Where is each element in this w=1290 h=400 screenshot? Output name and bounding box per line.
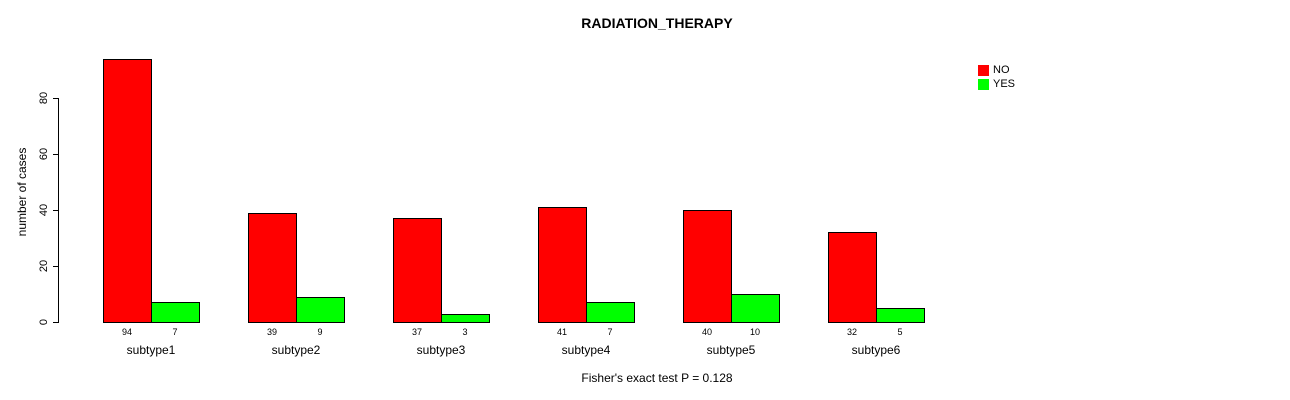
category-label-subtype2: subtype2 <box>271 343 321 357</box>
y-tick-mark <box>53 98 58 99</box>
bar-value-label: 10 <box>749 327 761 337</box>
bar-yes-subtype3 <box>441 314 490 323</box>
y-tick-mark <box>53 322 58 323</box>
y-tick-label: 20 <box>38 259 50 273</box>
stat-annotation: Fisher's exact test P = 0.128 <box>581 371 733 385</box>
category-label-subtype3: subtype3 <box>416 343 466 357</box>
bar-no-subtype2 <box>248 213 297 323</box>
bar-value-label: 32 <box>846 327 858 337</box>
bar-yes-subtype2 <box>296 297 345 323</box>
y-axis-line <box>58 98 59 323</box>
chart-title: RADIATION_THERAPY <box>581 15 733 31</box>
bar-yes-subtype5 <box>731 294 780 323</box>
y-tick-label: 0 <box>38 318 50 326</box>
category-label-subtype5: subtype5 <box>706 343 756 357</box>
legend-item-yes: YES <box>978 78 1015 91</box>
y-axis-label: number of cases <box>15 147 29 237</box>
bar-value-label: 37 <box>411 327 423 337</box>
bar-value-label: 7 <box>172 327 178 337</box>
y-tick-mark <box>53 266 58 267</box>
bar-no-subtype1 <box>103 59 152 323</box>
legend: NO YES <box>978 64 1015 92</box>
bar-yes-subtype1 <box>151 302 200 323</box>
bar-yes-subtype6 <box>876 308 925 323</box>
bar-no-subtype4 <box>538 207 587 323</box>
bar-no-subtype3 <box>393 218 442 323</box>
bar-value-label: 3 <box>462 327 468 337</box>
legend-swatch-yes <box>978 79 989 90</box>
legend-item-no: NO <box>978 64 1015 77</box>
legend-label-yes: YES <box>993 78 1016 90</box>
y-tick-mark <box>53 154 58 155</box>
legend-label-no: NO <box>993 64 1010 76</box>
legend-swatch-no <box>978 65 989 76</box>
y-tick-mark <box>53 210 58 211</box>
bar-value-label: 40 <box>701 327 713 337</box>
y-tick-label: 60 <box>38 147 50 161</box>
bar-value-label: 5 <box>897 327 903 337</box>
category-label-subtype1: subtype1 <box>126 343 176 357</box>
category-label-subtype4: subtype4 <box>561 343 611 357</box>
bar-value-label: 94 <box>121 327 133 337</box>
bar-no-subtype5 <box>683 210 732 323</box>
bar-yes-subtype4 <box>586 302 635 323</box>
bar-value-label: 41 <box>556 327 568 337</box>
bar-value-label: 7 <box>607 327 613 337</box>
bar-no-subtype6 <box>828 232 877 323</box>
y-tick-label: 80 <box>38 91 50 105</box>
y-tick-label: 40 <box>38 203 50 217</box>
category-label-subtype6: subtype6 <box>851 343 901 357</box>
bar-value-label: 39 <box>266 327 278 337</box>
bar-value-label: 9 <box>317 327 323 337</box>
